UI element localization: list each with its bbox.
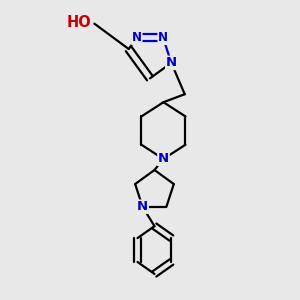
- Text: HO: HO: [67, 15, 92, 30]
- Text: N: N: [158, 31, 168, 44]
- Text: N: N: [158, 152, 169, 166]
- Text: N: N: [137, 200, 148, 213]
- Text: N: N: [166, 56, 177, 69]
- Text: N: N: [132, 31, 142, 44]
